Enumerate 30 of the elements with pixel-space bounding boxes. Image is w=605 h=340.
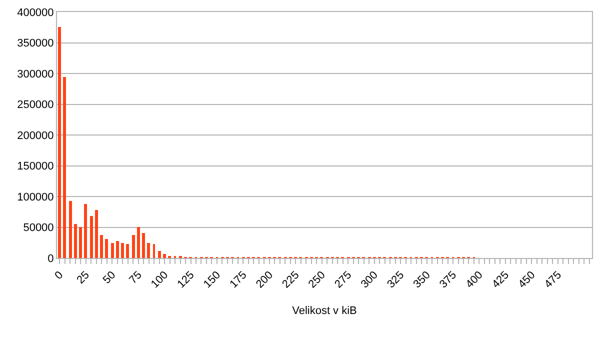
x-tick-label: 150 [202,269,223,291]
x-tick-label: 350 [411,269,433,291]
y-tick-label: 400000 [17,6,54,19]
x-tick-label: 250 [306,269,328,291]
x-tick-label: 475 [542,269,564,291]
x-tick-label: 50 [100,269,118,286]
x-tick-label: 0 [52,269,66,282]
x-tick-label: 325 [385,269,407,291]
x-tick-label: 400 [464,269,486,291]
y-tick-label: 200000 [17,130,54,142]
y-tick-label: 150000 [17,160,54,173]
x-tick-label: 175 [228,269,250,291]
x-tick-label: 375 [438,269,460,291]
y-tick-label: 300000 [17,68,54,80]
x-tick-label: 275 [332,269,354,291]
x-tick-label: 75 [127,269,144,286]
y-tick-label: 100000 [17,191,54,204]
x-axis-title: Velikost v kiB [292,304,357,317]
x-tick-label: 450 [516,269,538,291]
x-tick-label: 300 [358,269,380,291]
y-tick-label: 350000 [17,38,54,50]
x-tick-label: 100 [149,269,171,291]
x-tick-label: 225 [280,269,302,291]
y-tick-label: 250000 [17,99,54,112]
x-tick-label: 125 [175,269,197,291]
x-tick-label: 25 [74,269,92,286]
y-tick-label: 50000 [23,222,54,234]
y-tick-label: 0 [48,252,54,265]
x-tick-label: 200 [254,269,276,291]
x-tick-label: 425 [490,269,512,291]
